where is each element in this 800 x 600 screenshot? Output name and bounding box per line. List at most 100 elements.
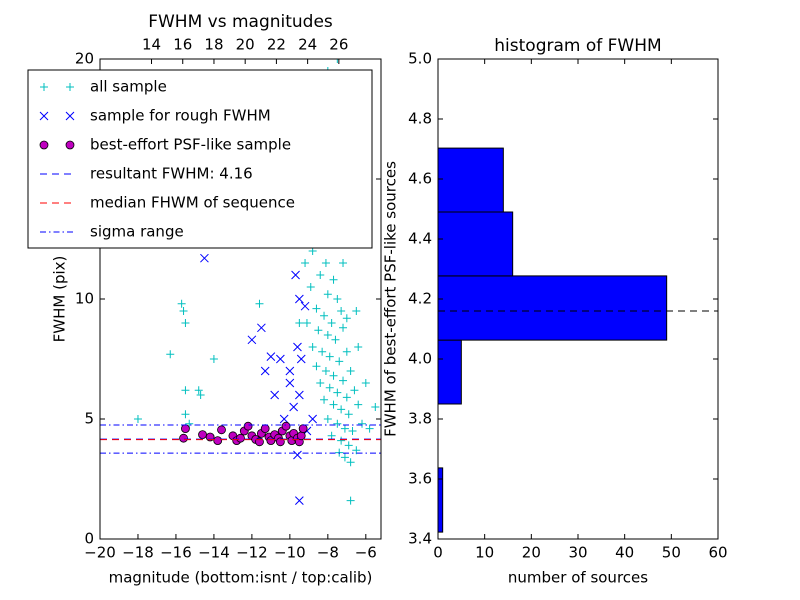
point [329,275,338,284]
point [181,410,190,419]
point [306,283,315,291]
point [371,403,380,411]
legend-marker [39,111,49,121]
point [285,366,295,376]
point [179,307,188,315]
point [289,402,299,412]
legend-marker [65,140,75,150]
point [279,414,289,424]
point [209,355,218,363]
point [308,414,318,424]
point [270,390,280,400]
y-tick-label: 5 [84,410,94,428]
y-tick-label: 4.0 [408,350,432,368]
x-axis-label: magnitude (bottom:isnt / top:calib) [109,569,373,587]
point [295,319,304,327]
point [340,424,349,433]
x2-tick-label: 20 [236,36,255,54]
y-axis-label: FWHM (pix) [51,256,69,343]
x-tick-label: −14 [198,544,230,562]
point [333,419,342,428]
x-tick-label: −12 [236,544,268,562]
point [318,347,327,356]
x2-tick-label: 24 [298,36,317,54]
point [329,371,338,380]
point [325,352,334,361]
legend-label: all sample [90,78,167,96]
y-tick-label: 10 [75,290,94,308]
point [352,446,361,455]
point [340,453,349,462]
point [179,433,188,443]
legend-label: best-effort PSF-like sample [90,136,291,154]
point [296,431,306,441]
point [260,366,270,376]
x-tick-label: −20 [84,544,116,562]
bar [437,467,444,533]
y-tick-label: 4.2 [408,290,432,308]
point [295,496,304,505]
y-tick-label: 5.0 [408,50,432,68]
y-tick-label: 3.6 [408,470,432,488]
point [181,319,190,327]
point [323,415,332,423]
legend-label: resultant FWHM: 4.16 [90,165,253,183]
point [320,395,329,404]
y-tick-label: 4.8 [408,110,432,128]
point [320,311,329,320]
point [337,436,346,445]
x-tick-label: 50 [662,544,681,562]
point [346,367,355,375]
point [281,421,291,431]
x-tick-label: 60 [708,544,727,562]
legend-marker [66,83,74,91]
point [217,425,226,435]
point [354,343,363,351]
plot-area [100,59,381,505]
point [316,379,325,387]
point [365,424,374,433]
point [321,259,330,267]
point [314,326,323,335]
x-tick-label: 30 [568,544,587,562]
x-tick-label: 40 [615,544,634,562]
point [331,335,340,344]
x-tick-label: −6 [355,544,377,562]
point [236,433,245,443]
legend-label: sample for rough FWHM [90,107,271,125]
x-tick-label: 20 [522,544,541,562]
x2-tick-label: 16 [173,36,192,54]
point [260,424,270,434]
point [327,431,336,440]
point [325,383,334,392]
point [308,343,317,351]
point [285,378,295,388]
point [342,347,351,356]
point [295,390,304,400]
point [257,323,266,333]
x2-tick-label: 14 [142,36,161,54]
x2-tick-label: 26 [329,36,348,54]
point [295,294,304,304]
chart-title: FWHM vs magnitudes [148,12,333,32]
point [276,354,285,364]
point [298,424,308,434]
point [293,342,302,352]
point [316,271,325,279]
point [213,436,223,446]
y-tick-label: 0 [84,530,94,548]
point [354,400,363,409]
point [312,304,321,313]
point [344,441,353,450]
point [181,386,190,395]
point [243,421,253,431]
point [177,299,186,308]
point [342,314,351,323]
point [327,319,336,327]
point [301,259,310,267]
legend-box [27,69,373,249]
point [323,331,332,339]
point [352,307,361,315]
point [333,388,342,397]
